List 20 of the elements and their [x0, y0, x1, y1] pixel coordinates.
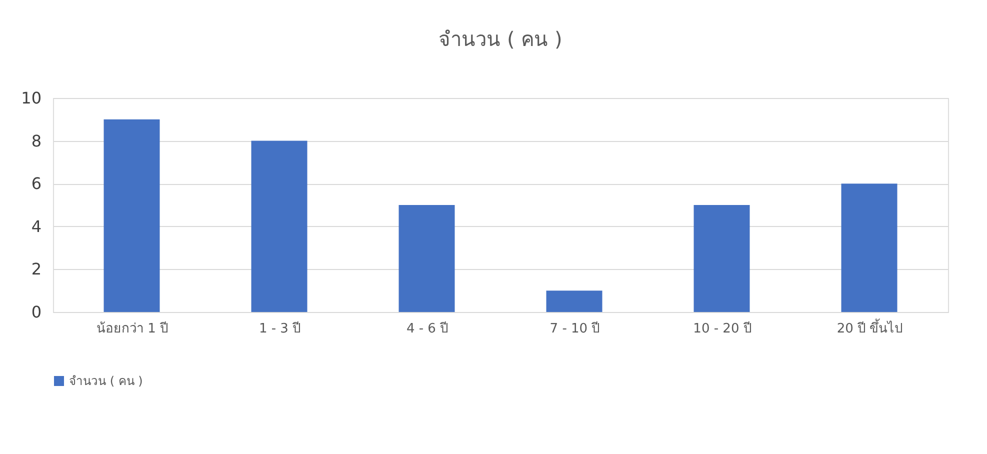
x-tick-label: 10 - 20 ปี [693, 320, 752, 336]
legend-label: จำนวน ( คน ) [69, 374, 143, 388]
bar [398, 205, 455, 312]
y-tick-label: 8 [31, 131, 42, 150]
bar [841, 184, 898, 312]
y-tick-label: 4 [31, 216, 42, 236]
x-tick-label: น้อยกว่า 1 ปี [96, 320, 168, 336]
bar [546, 290, 602, 312]
bar [104, 119, 160, 312]
x-tick-label: 20 ปี ขึ้นไป [836, 318, 903, 336]
bar [694, 205, 750, 312]
y-tick-label: 10 [21, 88, 42, 108]
chart-title: จำนวน ( คน ) [438, 27, 562, 51]
bar [251, 140, 308, 312]
x-tick-label: 4 - 6 ปี [406, 320, 448, 336]
x-tick-label: 7 - 10 ปี [550, 320, 600, 336]
y-tick-label: 2 [31, 260, 42, 279]
y-tick-label: 0 [31, 302, 42, 322]
y-tick-label: 6 [31, 174, 42, 194]
x-tick-label: 1 - 3 ปี [258, 320, 301, 336]
